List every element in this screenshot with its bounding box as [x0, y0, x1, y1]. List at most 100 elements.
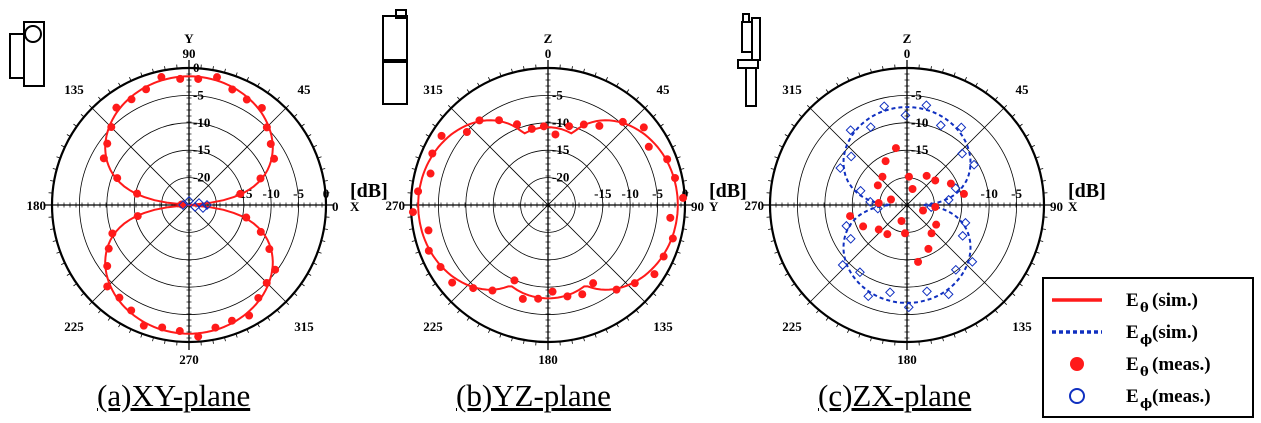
rim-tick [680, 240, 685, 242]
rim-tick [858, 72, 861, 77]
rim-tick [307, 134, 312, 137]
e-phi-meas-point [865, 196, 876, 207]
e-theta-meas-point [112, 103, 121, 112]
rim-tick [836, 82, 839, 87]
radial-tick-label-right: 0 [682, 186, 689, 201]
e-theta-meas-point [103, 139, 112, 148]
e-theta-meas-point [426, 169, 435, 178]
rim-tick [212, 66, 214, 71]
e-theta-meas-point [859, 222, 868, 231]
rim-tick [836, 323, 839, 328]
rim-tick [1035, 251, 1040, 254]
e-phi-meas-point [879, 101, 890, 112]
e-phi-sim-curve [842, 106, 972, 304]
antenna-sketch-c [737, 13, 761, 107]
rim-tick [1041, 180, 1046, 182]
e-theta-meas-point [946, 179, 955, 188]
rim-tick [1018, 123, 1023, 127]
rim-tick [488, 77, 491, 82]
rim-tick [224, 68, 226, 73]
rim-tick [411, 168, 416, 170]
e-theta-meas-point [897, 217, 906, 226]
rim-tick [66, 134, 71, 137]
rim-tick [293, 114, 298, 118]
radial-tick-label: -15 [911, 142, 929, 157]
e-theta-meas-point [874, 199, 883, 208]
e-theta-meas-point [510, 276, 519, 285]
e-theta-meas-point [495, 116, 504, 125]
rim-tick [768, 228, 773, 230]
angle-label-upper-right: 45 [657, 82, 671, 97]
e-theta-meas-point [883, 230, 892, 239]
rim-tick [942, 68, 944, 73]
rim-tick [682, 228, 687, 230]
e-theta-meas-point [874, 225, 883, 234]
e-theta-meas-point [270, 154, 279, 163]
e-theta-meas-point [133, 189, 142, 198]
rim-tick [267, 316, 271, 321]
e-theta-meas-point [908, 184, 917, 193]
rim-tick [666, 134, 671, 137]
e-theta-meas-point [436, 263, 445, 272]
rim-tick [488, 328, 491, 333]
e-theta-meas-point [448, 278, 457, 287]
rim-tick [61, 262, 66, 265]
rim-tick [425, 134, 430, 137]
e-phi-meas-point [846, 151, 857, 162]
rim-tick [523, 339, 525, 344]
e-phi-meas-point [921, 100, 932, 111]
rim-tick [140, 72, 143, 77]
e-theta-meas-point [127, 306, 136, 315]
e-theta-meas-point [437, 131, 446, 140]
e-phi-meas-point [835, 163, 846, 173]
rim-tick [1030, 145, 1035, 148]
rim-tick [652, 292, 657, 296]
e-phi-meas-point [943, 194, 954, 205]
rim-tick [224, 337, 226, 342]
rim-tick [682, 180, 687, 182]
e-theta-meas-point [873, 181, 882, 190]
rim-tick [644, 105, 648, 109]
e-theta-meas-point [175, 327, 184, 336]
angle-label-bottom: 270 [179, 352, 199, 367]
radial-tick-label: -10 [911, 115, 928, 130]
rim-tick [644, 301, 648, 305]
e-phi-meas-point [956, 122, 967, 133]
rim-tick [816, 96, 820, 101]
e-phi-meas-point [967, 256, 978, 267]
rim-tick [583, 337, 585, 342]
rim-tick [791, 123, 796, 127]
radial-tick-label: -15 [193, 142, 211, 157]
rim-tick [807, 301, 811, 305]
e-theta-meas-point [469, 284, 478, 293]
radial-tick-label-right: -5 [1011, 186, 1022, 201]
rim-tick [246, 77, 249, 82]
angle-label-upper-right: 45 [1016, 82, 1030, 97]
e-theta-meas-point [194, 74, 203, 83]
rim-tick [1025, 134, 1030, 137]
angle-label-upper-right: 45 [298, 82, 312, 97]
radial-tick-label-right: 0 [323, 186, 330, 201]
rim-tick [235, 72, 238, 77]
e-theta-meas-point [959, 189, 968, 198]
rim-tick [432, 123, 437, 127]
rim-tick [605, 77, 608, 82]
e-theta-meas-point [211, 323, 220, 332]
legend-subscript: θ [1140, 365, 1149, 380]
e-theta-meas-point [107, 123, 116, 132]
rim-tick [164, 66, 166, 71]
rim-tick [98, 96, 102, 101]
e-theta-meas-point [265, 245, 274, 254]
rim-tick [652, 114, 657, 118]
caption-yz-plane: (b)YZ-plane [456, 378, 611, 413]
e-theta-meas-point [262, 278, 271, 287]
rim-tick [985, 316, 989, 321]
e-phi-meas-point [900, 110, 911, 121]
rim-tick [257, 82, 260, 87]
legend-symbol: E [1126, 354, 1139, 375]
angle-label-left: 180 [27, 198, 47, 213]
rim-tick [499, 72, 502, 77]
radial-tick-label-right: -5 [293, 186, 304, 201]
rim-tick [415, 156, 420, 159]
